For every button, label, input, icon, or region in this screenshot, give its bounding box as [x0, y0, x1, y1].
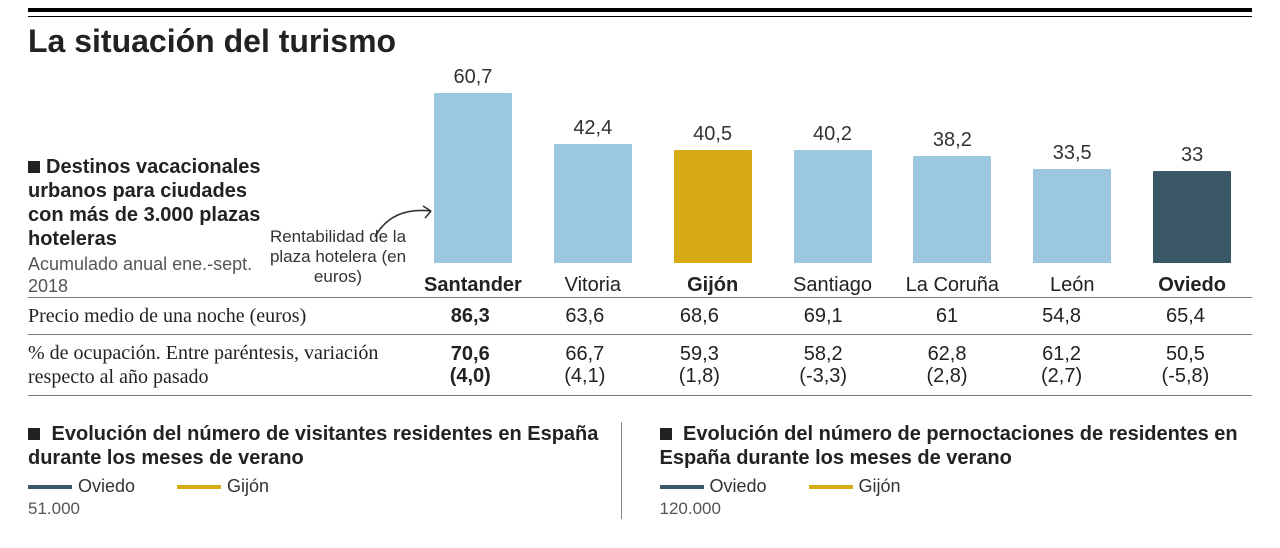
- bar-value-label: 38,2: [892, 129, 1012, 152]
- bar-rect: [794, 150, 872, 263]
- page-title: La situación del turismo: [28, 23, 1252, 60]
- bottom-sections: Evolución del número de visitantes resid…: [28, 422, 1252, 519]
- legend-swatch-icon: [809, 485, 853, 489]
- bar-rect: [1153, 171, 1231, 263]
- legend-item: Oviedo: [28, 476, 135, 496]
- bar-city-label: Santiago: [773, 274, 893, 297]
- intro-lead: Destinos vacacionales urbanos para ciuda…: [28, 155, 263, 251]
- legend-item: Gijón: [177, 476, 269, 496]
- square-bullet-icon: [660, 428, 672, 440]
- axis-cut-label: 120.000: [660, 499, 1253, 519]
- table-cell: 68,6: [642, 298, 757, 335]
- bar-city-label: Gijón: [653, 274, 773, 297]
- table-rule: [28, 396, 1252, 397]
- bar-cell: 38,2 La Coruña: [892, 129, 1012, 297]
- legend-swatch-icon: [177, 485, 221, 489]
- bar-rect: [913, 156, 991, 263]
- legend: Oviedo Gijón: [660, 476, 1253, 497]
- bar-cell: 33 Oviedo: [1132, 144, 1252, 297]
- legend-swatch-icon: [660, 485, 704, 489]
- top-rule-thin: [28, 16, 1252, 17]
- bar-city-label: Santander: [413, 274, 533, 297]
- table-cell: 58,2(-3,3): [757, 335, 890, 396]
- bar-cell: 40,5 Gijón: [653, 123, 773, 297]
- table-cell: 69,1: [757, 298, 890, 335]
- bar-rect: [674, 150, 752, 263]
- section-column: Evolución del número de visitantes resid…: [28, 422, 621, 519]
- bar-rect: [554, 144, 632, 263]
- square-bullet-icon: [28, 428, 40, 440]
- top-row: Destinos vacacionales urbanos para ciuda…: [28, 66, 1252, 297]
- data-table: Precio medio de una noche (euros)86,363,…: [28, 297, 1252, 396]
- legend: Oviedo Gijón: [28, 476, 621, 497]
- chart-note: Rentabilidad de la plaza hotelera (en eu…: [263, 227, 413, 297]
- axis-cut-label: 51.000: [28, 499, 621, 519]
- bar-city-label: Oviedo: [1132, 274, 1252, 297]
- bar-value-label: 33: [1132, 144, 1252, 167]
- bar-chart: 60,7 Santander 42,4 Vitoria 40,5 Gijón 40,2 San…: [413, 66, 1252, 297]
- table-cell: 54,8: [1004, 298, 1119, 335]
- section-column: Evolución del número de pernoctaciones d…: [621, 422, 1253, 519]
- intro-sub: Acumulado anual ene.-sept. 2018: [28, 253, 263, 297]
- arrow-icon: [369, 203, 439, 243]
- bar-value-label: 40,2: [773, 123, 893, 146]
- infographic-root: La situación del turismo Destinos vacaci…: [0, 0, 1280, 548]
- bar-value-label: 33,5: [1012, 142, 1132, 165]
- table-cell: 86,3: [413, 298, 528, 335]
- legend-swatch-icon: [28, 485, 72, 489]
- table-cell: 61,2(2,7): [1004, 335, 1119, 396]
- intro-lead-text: Destinos vacacionales urbanos para ciuda…: [28, 156, 261, 250]
- bar-cell: 42,4 Vitoria: [533, 117, 653, 297]
- table-cell: 50,5(-5,8): [1119, 335, 1252, 396]
- bar-value-label: 40,5: [653, 123, 773, 146]
- bar-rect: [1033, 169, 1111, 263]
- bar-value-label: 60,7: [413, 66, 533, 89]
- bar-cell: 33,5 León: [1012, 142, 1132, 297]
- intro-block: Destinos vacacionales urbanos para ciuda…: [28, 155, 263, 297]
- bar-value-label: 42,4: [533, 117, 653, 140]
- table-cell: 62,8(2,8): [890, 335, 1005, 396]
- section-title: Evolución del número de pernoctaciones d…: [660, 422, 1253, 470]
- bar-city-label: Vitoria: [533, 274, 653, 297]
- legend-item: Oviedo: [660, 476, 767, 496]
- legend-item: Gijón: [809, 476, 901, 496]
- row-label: Precio medio de una noche (euros): [28, 298, 413, 335]
- table-cell: 59,3(1,8): [642, 335, 757, 396]
- bar-rect: [434, 93, 512, 263]
- row-label: % de ocupación. Entre paréntesis, variac…: [28, 335, 413, 396]
- bar-city-label: León: [1012, 274, 1132, 297]
- bar-city-label: La Coruña: [892, 274, 1012, 297]
- table-cell: 61: [890, 298, 1005, 335]
- bar-cell: 40,2 Santiago: [773, 123, 893, 297]
- table-cell: 70,6(4,0): [413, 335, 528, 396]
- table-cell: 63,6: [528, 298, 643, 335]
- top-rule-heavy: [28, 8, 1252, 12]
- table-cell: 66,7(4,1): [528, 335, 643, 396]
- table-cell: 65,4: [1119, 298, 1252, 335]
- square-bullet-icon: [28, 161, 40, 173]
- section-title: Evolución del número de visitantes resid…: [28, 422, 621, 470]
- bar-cell: 60,7 Santander: [413, 66, 533, 297]
